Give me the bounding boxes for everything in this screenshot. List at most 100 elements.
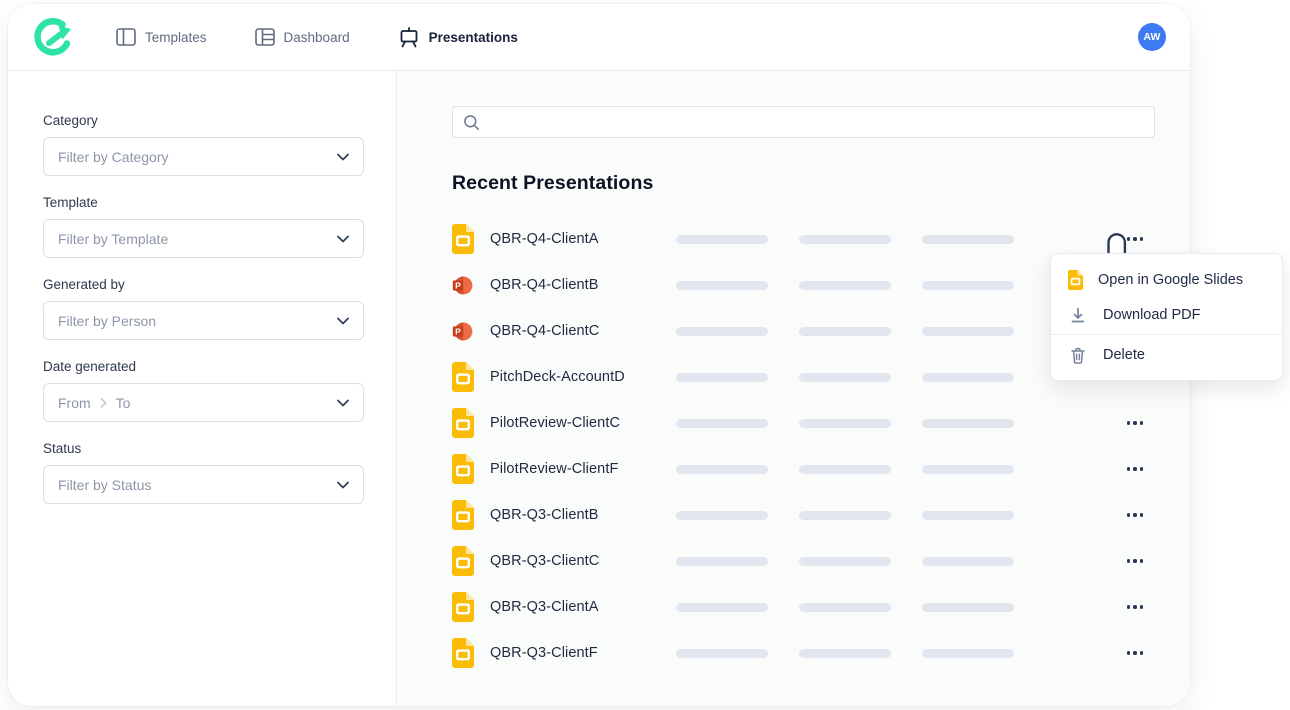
google-slides-icon: P <box>452 408 474 438</box>
filter-group-template: Template Filter by Template <box>43 195 364 258</box>
placeholder-bar <box>799 326 891 336</box>
chevron-down-icon <box>337 235 349 242</box>
search-bar[interactable] <box>452 106 1155 138</box>
google-slides-icon: P <box>452 546 474 576</box>
placeholder-bar <box>676 234 768 244</box>
menu-item-delete[interactable]: Delete <box>1051 337 1282 372</box>
presentation-row: P QBR-Q4-ClientB <box>452 270 1155 300</box>
placeholder-bar <box>799 234 891 244</box>
search-icon <box>464 114 479 130</box>
row-menu-button[interactable] <box>1125 461 1146 477</box>
presentation-name: QBR-Q4-ClientC <box>490 323 600 339</box>
trash-icon <box>1071 347 1085 364</box>
date-range-filter[interactable]: From To <box>43 383 364 422</box>
google-slides-icon: P <box>452 592 474 622</box>
chevron-right-icon <box>100 397 106 408</box>
nav-tab-label: Dashboard <box>283 29 350 45</box>
powerpoint-icon: P <box>452 270 474 300</box>
presentation-name: QBR-Q3-ClientC <box>490 553 600 569</box>
row-menu-button[interactable] <box>1125 507 1146 523</box>
presentation-row: P QBR-Q4-ClientA <box>452 224 1155 254</box>
placeholder-bar <box>922 372 1014 382</box>
nav-tab-label: Templates <box>145 29 207 45</box>
powerpoint-icon: P <box>452 316 474 346</box>
placeholder-bar <box>922 556 1014 566</box>
presentation-row: P PilotReview-ClientC <box>452 408 1155 438</box>
section-title: Recent Presentations <box>452 172 654 194</box>
placeholder-bar <box>676 556 768 566</box>
placeholder-bar <box>799 510 891 520</box>
menu-item-label: Download PDF <box>1103 306 1201 323</box>
nav-tab-dashboard[interactable]: Dashboard <box>254 28 350 46</box>
status-filter-select[interactable]: Filter by Status <box>43 465 364 504</box>
app-logo[interactable] <box>32 15 76 59</box>
presentations-list: P QBR-Q4-ClientA P QBR-Q4-ClientB <box>452 224 1155 668</box>
google-slides-icon: P <box>452 454 474 484</box>
filter-label: Category <box>43 113 98 128</box>
template-filter-select[interactable]: Filter by Template <box>43 219 364 258</box>
google-slides-icon: P <box>452 362 474 392</box>
google-slides-icon: P <box>452 638 474 668</box>
presentation-name: PitchDeck-AccountD <box>490 369 625 385</box>
app-window: Templates Dashboard Presentation <box>8 4 1190 706</box>
placeholder-bar <box>922 648 1014 658</box>
presentation-name: PilotReview-ClientC <box>490 415 621 431</box>
menu-item-label: Open in Google Slides <box>1098 271 1244 288</box>
row-menu-button[interactable] <box>1125 231 1146 247</box>
presentation-name: QBR-Q3-ClientB <box>490 507 599 523</box>
presentation-row: P QBR-Q3-ClientC <box>452 546 1155 576</box>
top-navbar: Templates Dashboard Presentation <box>8 4 1190 71</box>
panel-left-icon <box>116 28 136 46</box>
main-nav: Templates Dashboard Presentation <box>116 26 518 48</box>
filter-group-generated-by: Generated by Filter by Person <box>43 277 364 340</box>
category-filter-select[interactable]: Filter by Category <box>43 137 364 176</box>
menu-item-open-in-google-slides[interactable]: Open in Google Slides <box>1051 262 1282 297</box>
row-menu-button[interactable] <box>1125 599 1146 615</box>
nav-tab-presentations[interactable]: Presentations <box>398 26 518 48</box>
placeholder-bar <box>676 510 768 520</box>
filter-label: Status <box>43 441 82 456</box>
user-avatar[interactable]: AW <box>1138 23 1166 51</box>
filter-label: Generated by <box>43 277 125 292</box>
filter-label: Template <box>43 195 98 210</box>
menu-item-label: Delete <box>1103 346 1145 363</box>
filter-placeholder: Filter by Status <box>58 476 152 493</box>
svg-text:P: P <box>455 280 461 290</box>
placeholder-bar <box>799 280 891 290</box>
layout-grid-icon <box>254 28 275 46</box>
date-from-placeholder: From <box>58 394 91 411</box>
row-menu-button[interactable] <box>1125 645 1146 661</box>
placeholder-bar <box>799 418 891 428</box>
filter-label: Date generated <box>43 359 137 374</box>
presentation-name: QBR-Q3-ClientA <box>490 599 599 615</box>
placeholder-bar <box>799 648 891 658</box>
placeholder-bar <box>922 280 1014 290</box>
presentation-row: P QBR-Q4-ClientC <box>452 316 1155 346</box>
placeholder-bar <box>799 602 891 612</box>
search-input[interactable] <box>488 114 1144 130</box>
filters-sidebar: Category Filter by Category Template Fil… <box>8 71 397 706</box>
google-slides-icon: P <box>452 500 474 530</box>
placeholder-bar <box>922 418 1014 428</box>
placeholder-bar <box>676 280 768 290</box>
google-slides-icon: P <box>452 224 474 254</box>
download-icon <box>1071 307 1085 322</box>
placeholder-bar <box>799 372 891 382</box>
nav-tab-templates[interactable]: Templates <box>116 28 207 46</box>
row-menu-button[interactable] <box>1125 553 1146 569</box>
placeholder-bar <box>799 556 891 566</box>
filter-group-date-generated: Date generated From To <box>43 359 364 422</box>
svg-text:P: P <box>455 326 461 336</box>
presentation-row: P QBR-Q3-ClientF <box>452 638 1155 668</box>
chevron-down-icon <box>337 153 349 160</box>
placeholder-bar <box>922 326 1014 336</box>
presentation-row: P QBR-Q3-ClientB <box>452 500 1155 530</box>
filter-placeholder: Filter by Category <box>58 148 169 165</box>
person-filter-select[interactable]: Filter by Person <box>43 301 364 340</box>
date-to-placeholder: To <box>115 394 131 411</box>
placeholder-bar <box>676 464 768 474</box>
row-menu-button[interactable] <box>1125 415 1146 431</box>
easel-icon <box>400 27 417 48</box>
menu-item-download-pdf[interactable]: Download PDF <box>1051 297 1282 332</box>
presentation-row: P QBR-Q3-ClientA <box>452 592 1155 622</box>
